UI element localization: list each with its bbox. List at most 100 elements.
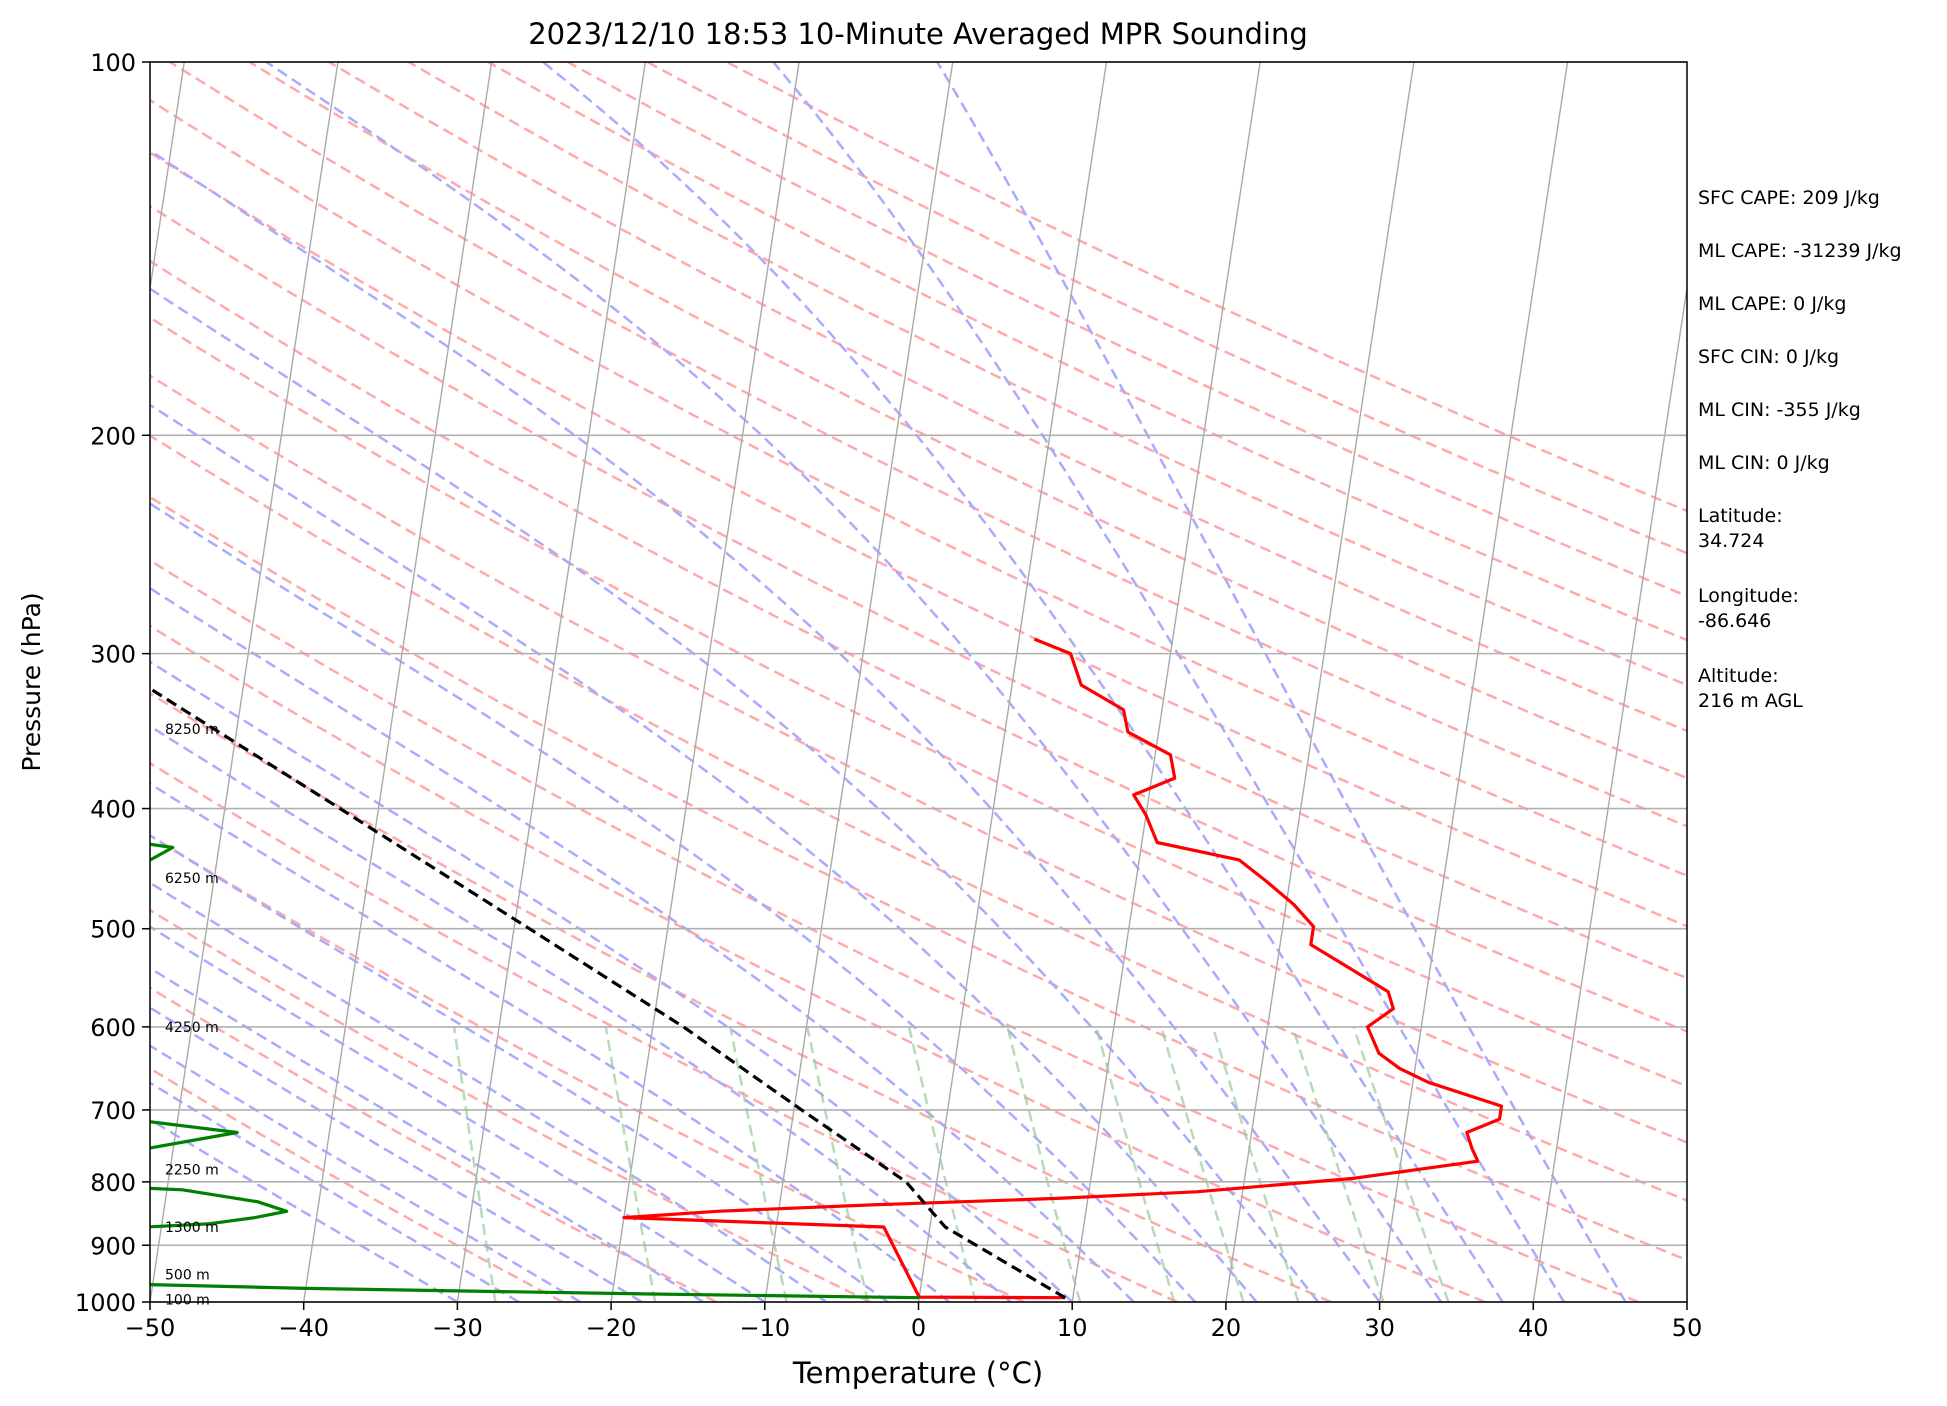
mixing-ratio-line <box>729 1026 788 1302</box>
isotherm <box>303 62 493 1302</box>
info-entry: Altitude: 216 m AGL <box>1698 665 1803 712</box>
info-entry: ML CIN: 0 J/kg <box>1698 452 1830 474</box>
dry-adiabat <box>150 259 1687 1033</box>
info-entry: ML CIN: -355 J/kg <box>1698 399 1861 421</box>
moist-adiabat <box>265 62 1443 1302</box>
y-tick-label: 300 <box>90 641 136 669</box>
isotherm <box>456 62 647 1302</box>
height-label: 8250 m <box>165 722 219 738</box>
y-axis-ticks: 100 200 300 400 500 600 700 800 900 1000 <box>75 49 150 1317</box>
moist-adiabat <box>150 1117 459 1302</box>
mixing-ratio-line <box>452 1026 497 1302</box>
isotherm <box>1378 62 1569 1302</box>
moist-adiabat <box>150 287 1320 1302</box>
dry-adiabat <box>150 316 1687 1088</box>
y-tick-label: 1000 <box>75 1289 136 1317</box>
height-label: 4250 m <box>165 1020 219 1036</box>
y-tick-label: 700 <box>90 1097 136 1125</box>
x-tick-label: 20 <box>1211 1314 1242 1342</box>
moist-adiabat <box>150 782 950 1302</box>
info-entry: Longitude: -86.646 <box>1698 585 1799 632</box>
moist-adiabat <box>150 881 828 1302</box>
y-tick-label: 200 <box>90 422 136 450</box>
mixing-ratio-line <box>1160 1026 1245 1302</box>
temperature-line <box>622 637 1504 1300</box>
x-axis-label: Temperature (°C) <box>792 1356 1043 1390</box>
moist-adiabat <box>150 724 1012 1302</box>
dry-adiabat <box>150 204 1687 980</box>
x-tick-label: 10 <box>1057 1314 1088 1342</box>
x-axis-ticks: −50 −40 −30 −20 −10 0 10 20 30 40 50 <box>125 1302 1703 1342</box>
dry-adiabat <box>407 62 1687 687</box>
isotherm <box>764 62 954 1302</box>
isotherm <box>150 62 339 1302</box>
moist-adiabat <box>150 1006 643 1302</box>
dewpoint-line <box>150 805 920 1300</box>
y-tick-label: 600 <box>90 1014 136 1042</box>
height-label: 100 m <box>165 1292 210 1308</box>
y-tick-label: 800 <box>90 1169 136 1197</box>
mixing-ratio-line <box>806 1026 870 1302</box>
mixing-ratio-line <box>1006 1026 1082 1302</box>
isotherm <box>917 62 1108 1302</box>
moist-adiabat <box>150 1081 520 1302</box>
sounding-lines <box>150 637 1504 1300</box>
moist-adiabat <box>936 62 1627 1302</box>
x-tick-label: −50 <box>125 1314 176 1342</box>
y-tick-label: 400 <box>90 796 136 824</box>
y-tick-label: 100 <box>90 49 136 77</box>
dry-adiabat <box>150 833 1025 1302</box>
isotherm <box>610 62 800 1302</box>
height-label: 500 m <box>165 1267 210 1283</box>
dry-adiabat <box>150 558 1640 1302</box>
moist-adiabat <box>150 149 1381 1302</box>
mixing-ratio-line <box>1211 1026 1300 1302</box>
dry-adiabat <box>150 98 1687 877</box>
moist-adiabat <box>150 403 1258 1302</box>
height-labels: 100 m 500 m 1300 m 2250 m 4250 m 6250 m 8250 m <box>165 722 219 1308</box>
y-tick-label: 500 <box>90 916 136 944</box>
moist-adiabat <box>150 925 766 1302</box>
height-label: 6250 m <box>165 871 219 887</box>
info-entry: SFC CAPE: 209 J/kg <box>1698 187 1880 209</box>
info-entry: ML CAPE: 0 J/kg <box>1698 293 1847 315</box>
info-entry: Latitude: 34.724 <box>1698 505 1783 552</box>
dry-adiabat <box>150 374 1687 1144</box>
dry-adiabat <box>150 624 1486 1302</box>
x-tick-label: 50 <box>1672 1314 1703 1342</box>
isotherm <box>1225 62 1415 1302</box>
moist-adiabat <box>150 1044 582 1302</box>
isotherm <box>1532 283 1687 1302</box>
isotherm <box>1071 62 1261 1302</box>
background-lines <box>150 62 1687 1302</box>
x-tick-label: −30 <box>432 1314 483 1342</box>
y-axis-label: Pressure (hPa) <box>17 592 46 771</box>
chart-title: 2023/12/10 18:53 10-Minute Averaged MPR … <box>528 17 1308 51</box>
moist-adiabat <box>542 62 1504 1302</box>
dry-adiabat <box>328 62 1687 733</box>
info-entry: ML CAPE: -31239 J/kg <box>1698 240 1902 262</box>
moist-adiabat <box>150 586 1135 1302</box>
moist-adiabat <box>150 502 1197 1302</box>
dry-adiabat <box>150 151 1687 928</box>
x-tick-label: 0 <box>911 1314 926 1342</box>
dry-adiabat <box>150 761 1179 1302</box>
x-tick-label: −20 <box>586 1314 637 1342</box>
x-tick-label: 40 <box>1518 1314 1549 1342</box>
x-tick-label: −40 <box>278 1314 329 1342</box>
info-entry: SFC CIN: 0 J/kg <box>1698 346 1840 368</box>
y-tick-label: 900 <box>90 1232 136 1260</box>
dry-adiabat <box>487 62 1687 642</box>
dry-adiabat <box>150 434 1687 1202</box>
dry-adiabat <box>150 691 1332 1302</box>
sounding-info-panel: SFC CAPE: 209 J/kg ML CAPE: -31239 J/kg ML… <box>1698 186 1943 744</box>
dry-adiabat <box>150 986 717 1302</box>
height-label: 1300 m <box>165 1220 219 1236</box>
height-label: 2250 m <box>165 1163 219 1179</box>
x-tick-label: 30 <box>1364 1314 1395 1342</box>
parcel-path-line <box>150 686 1067 1300</box>
x-tick-label: −10 <box>739 1314 790 1342</box>
moist-adiabat <box>150 833 889 1302</box>
dry-adiabat <box>248 62 1687 780</box>
